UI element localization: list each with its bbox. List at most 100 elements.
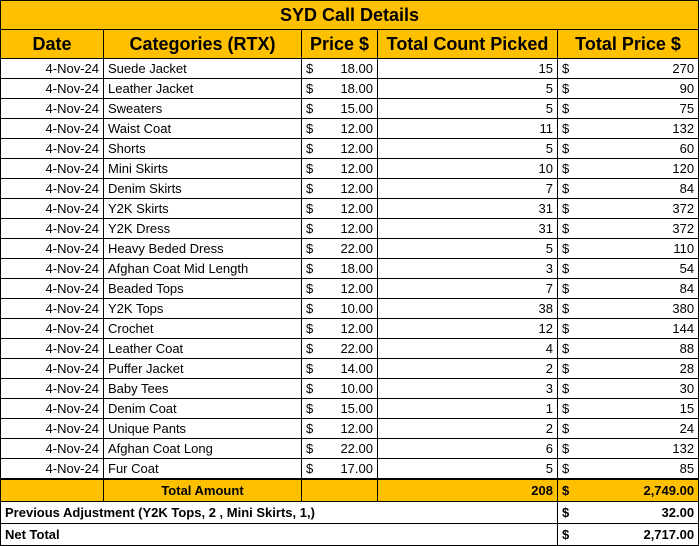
cell-total: 110 [577,238,700,259]
cell-date: 4-Nov-24 [0,298,104,319]
data-rows: 4-Nov-24 Suede Jacket $18.00 15 $270 4-Nov-24… [0,58,700,480]
cell-date: 4-Nov-24 [0,438,104,459]
cell-total-currency: $ [557,218,578,239]
cell-price: 18.00 [321,58,378,79]
cell-date: 4-Nov-24 [0,78,104,99]
cell-price: 14.00 [321,358,378,379]
cell-total: 132 [577,438,700,459]
cell-total-currency: $ [557,458,578,480]
header-price: Price $ [301,29,378,59]
cell-total: 84 [577,278,700,299]
cell-price-currency: $ [301,238,322,259]
cell-total-currency: $ [557,138,578,159]
cell-price-currency: $ [301,58,322,79]
cell-date: 4-Nov-24 [0,458,104,480]
cell-price-currency: $ [301,358,322,379]
cell-price: 12.00 [321,158,378,179]
cell-price-currency: $ [301,158,322,179]
cell-price-currency: $ [301,258,322,279]
cell-date: 4-Nov-24 [0,138,104,159]
cell-total-currency: $ [557,418,578,439]
cell-price-currency: $ [301,78,322,99]
cell-count: 7 [377,178,558,199]
cell-total: 270 [577,58,700,79]
cell-price-currency: $ [301,218,322,239]
cell-count: 12 [377,318,558,339]
cell-price: 12.00 [321,178,378,199]
cell-total-currency: $ [557,258,578,279]
table-row: 4-Nov-24 Sweaters $15.00 5 $75 [0,98,700,119]
cell-price-currency: $ [301,338,322,359]
cell-price-currency: $ [301,438,322,459]
cell-count: 6 [377,438,558,459]
header-category: Categories (RTX) [103,29,302,59]
cell-total: 132 [577,118,700,139]
cell-date: 4-Nov-24 [0,218,104,239]
cell-total-currency: $ [557,438,578,459]
cell-count: 31 [377,218,558,239]
cell-total: 54 [577,258,700,279]
cell-total-currency: $ [557,158,578,179]
cell-price: 10.00 [321,298,378,319]
table-row: 4-Nov-24 Mini Skirts $12.00 10 $120 [0,158,700,179]
cell-date: 4-Nov-24 [0,338,104,359]
cell-total-currency: $ [557,298,578,319]
cell-price: 12.00 [321,418,378,439]
cell-price: 10.00 [321,378,378,399]
cell-price: 15.00 [321,398,378,419]
cell-price-currency: $ [301,198,322,219]
cell-count: 3 [377,378,558,399]
total-label: Total Amount [103,478,302,502]
cell-total: 15 [577,398,700,419]
table-row: 4-Nov-24 Puffer Jacket $14.00 2 $28 [0,358,700,379]
cell-total: 88 [577,338,700,359]
cell-category: Suede Jacket [103,58,302,79]
cell-total: 120 [577,158,700,179]
cell-date: 4-Nov-24 [0,318,104,339]
cell-price: 12.00 [321,278,378,299]
total-row: Total Amount 208 $ 2,749.00 [0,478,700,502]
cell-total: 60 [577,138,700,159]
cell-price-currency: $ [301,118,322,139]
total-count: 208 [377,478,558,502]
cell-total: 90 [577,78,700,99]
header-total: Total Price $ [556,29,700,59]
cell-date: 4-Nov-24 [0,198,104,219]
cell-price-currency: $ [301,418,322,439]
cell-total: 85 [577,458,700,480]
table-row: 4-Nov-24 Denim Skirts $12.00 7 $84 [0,178,700,199]
table-row: 4-Nov-24 Beaded Tops $12.00 7 $84 [0,278,700,299]
cell-category: Unique Pants [103,418,302,439]
cell-date: 4-Nov-24 [0,258,104,279]
cell-price: 15.00 [321,98,378,119]
table-row: 4-Nov-24 Y2K Dress $12.00 31 $372 [0,218,700,239]
cell-category: Fur Coat [103,458,302,480]
cell-count: 5 [377,238,558,259]
cell-count: 10 [377,158,558,179]
header-date: Date [0,29,104,59]
cell-date: 4-Nov-24 [0,418,104,439]
cell-count: 1 [377,398,558,419]
table-row: 4-Nov-24 Y2K Tops $10.00 38 $380 [0,298,700,319]
cell-price: 12.00 [321,318,378,339]
cell-date: 4-Nov-24 [0,378,104,399]
cell-price-currency: $ [301,318,322,339]
cell-category: Puffer Jacket [103,358,302,379]
table-row: 4-Nov-24 Leather Coat $22.00 4 $88 [0,338,700,359]
cell-date: 4-Nov-24 [0,398,104,419]
cell-category: Denim Coat [103,398,302,419]
cell-category: Sweaters [103,98,302,119]
cell-total: 75 [577,98,700,119]
cell-total-currency: $ [557,58,578,79]
adjustment-amount: 32.00 [577,501,700,524]
total-amount: 2,749.00 [577,478,700,502]
cell-total-currency: $ [557,278,578,299]
cell-total-currency: $ [557,318,578,339]
title-row: SYD Call Details [0,0,700,30]
cell-category: Shorts [103,138,302,159]
cell-category: Mini Skirts [103,158,302,179]
cell-price: 22.00 [321,438,378,459]
cell-total-currency: $ [557,378,578,399]
cell-total-currency: $ [557,338,578,359]
